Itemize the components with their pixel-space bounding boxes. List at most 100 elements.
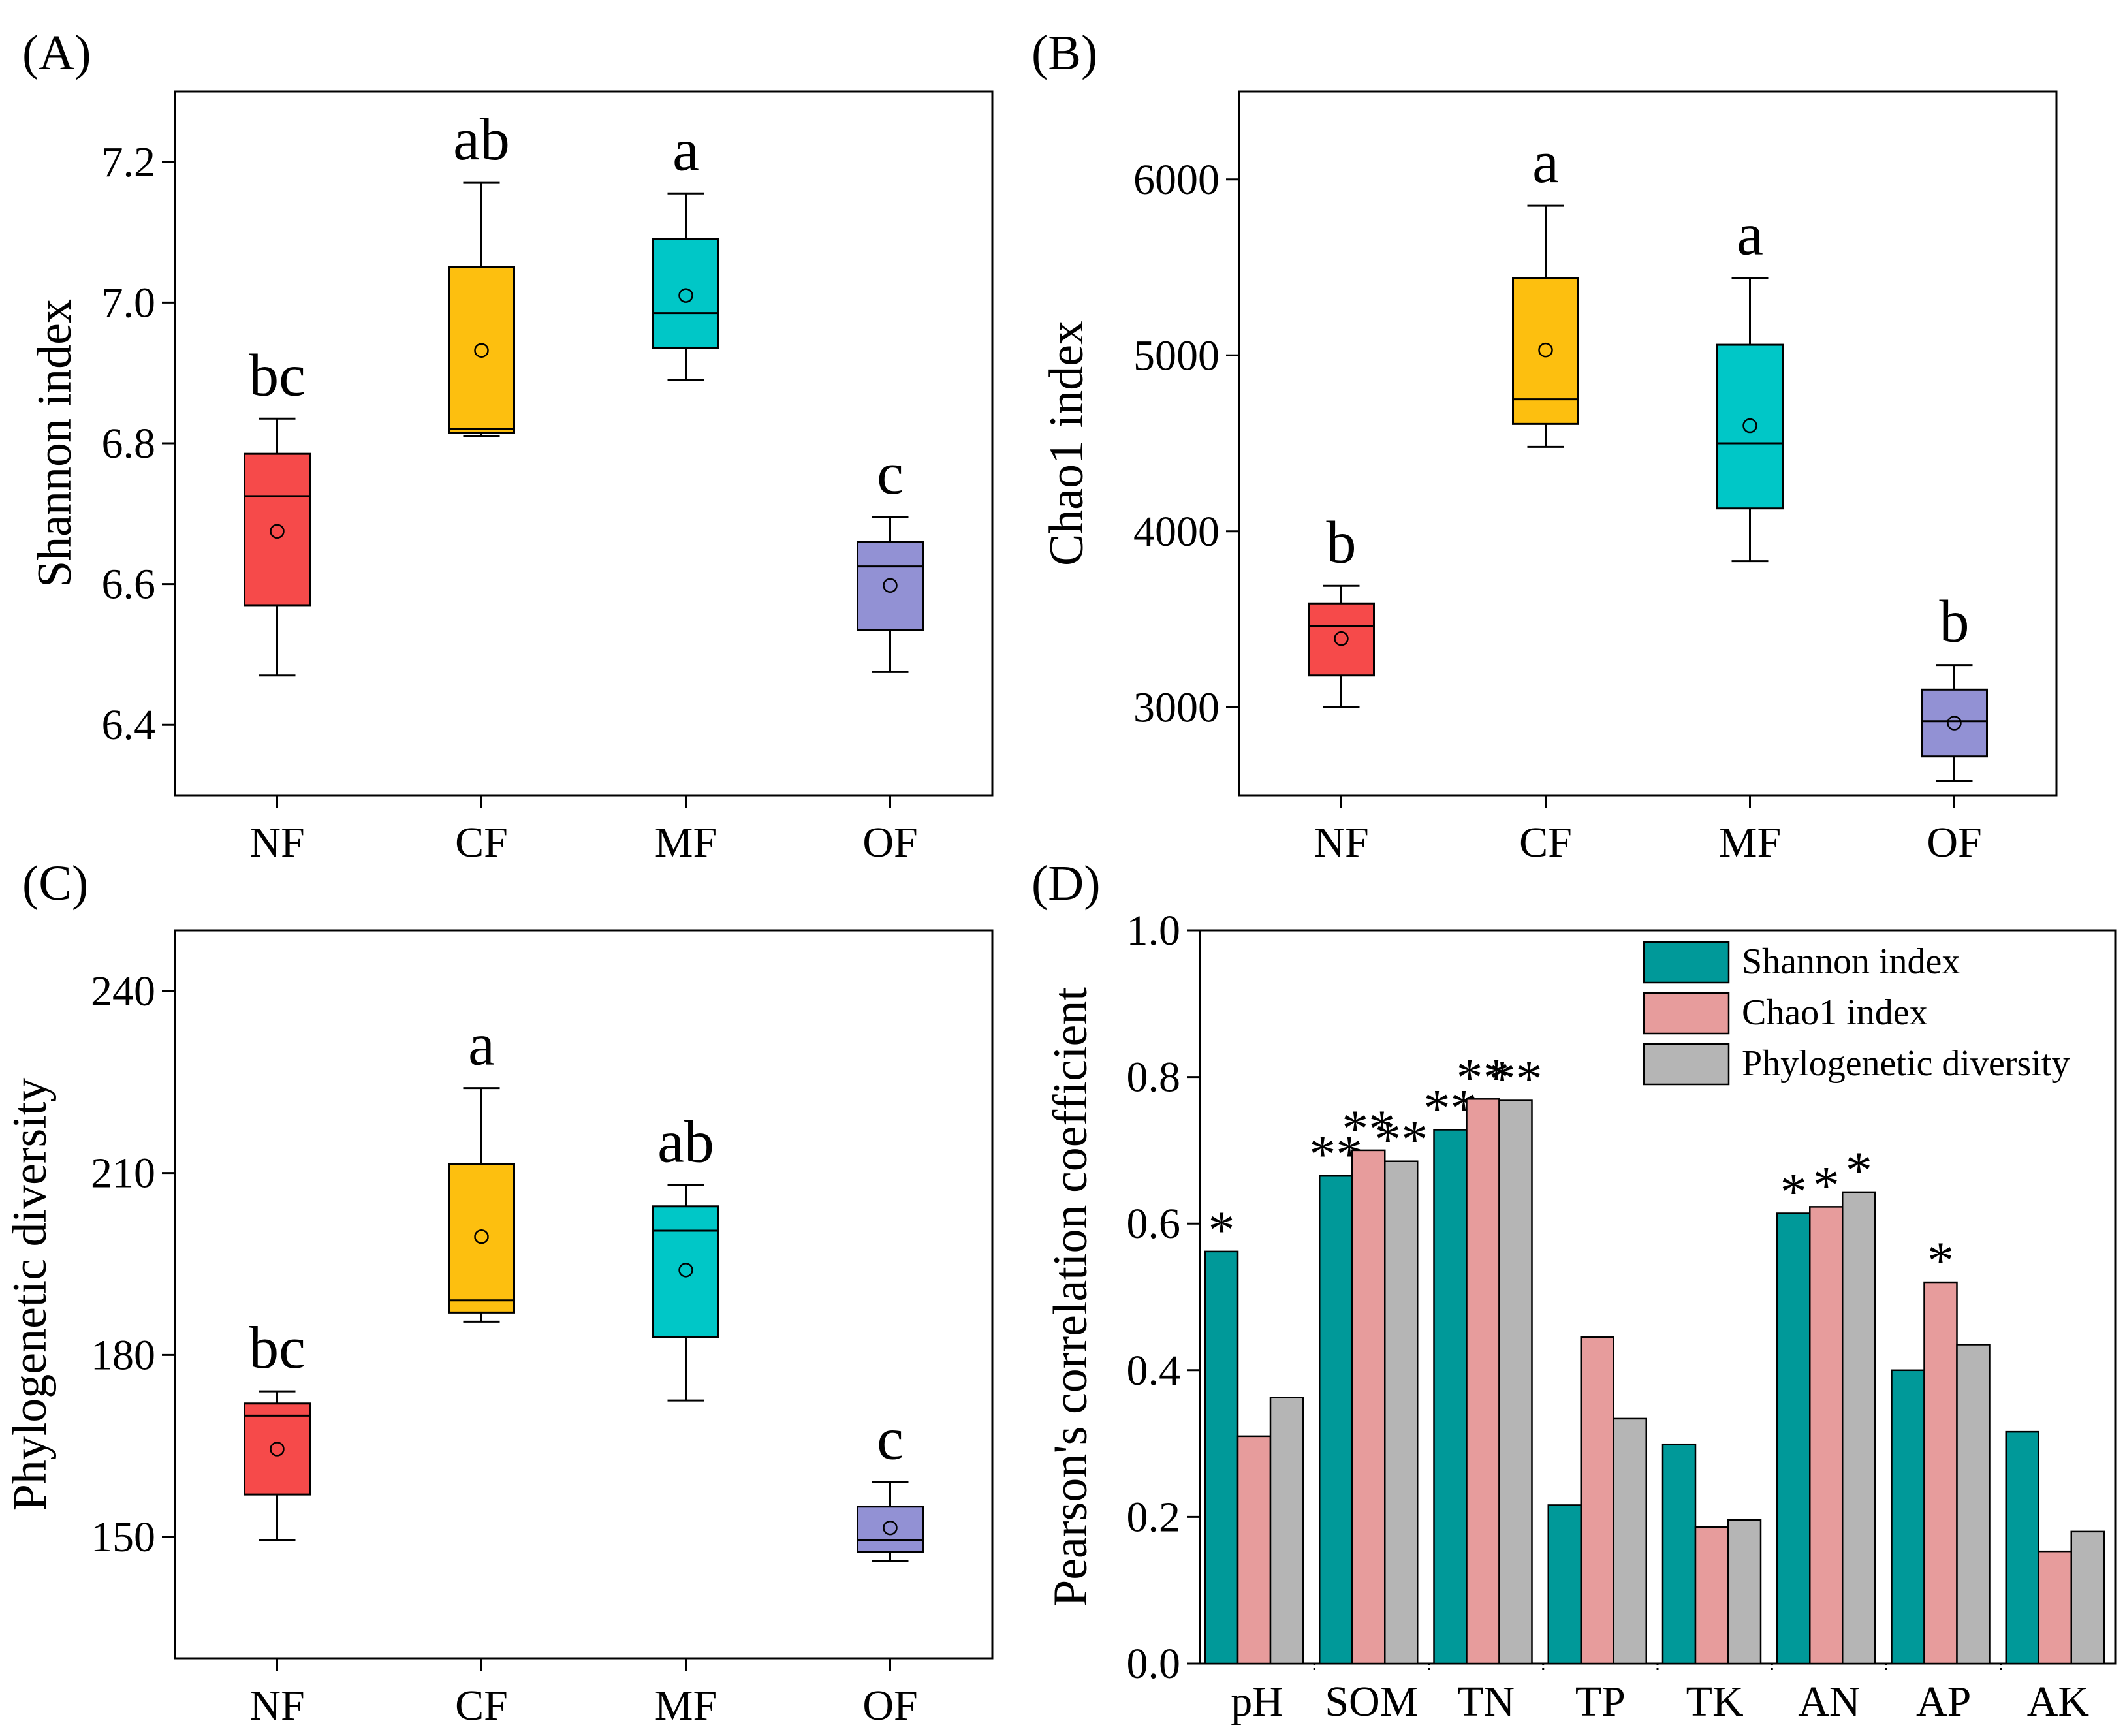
panel-d: (D) Pearson's correlation coefficient 0.0 0… xyxy=(1031,856,2117,1726)
d-bar-ap-series0 xyxy=(1891,1369,1925,1665)
d-x-tick-label: pH xyxy=(1231,1678,1283,1726)
c-box-mf xyxy=(652,1205,719,1338)
d-x-tick-label: AN xyxy=(1798,1678,1860,1726)
c-x-tick-label: CF xyxy=(455,1682,508,1729)
c-mean-marker xyxy=(883,1520,898,1536)
b-mean-marker xyxy=(1334,631,1349,646)
d-bar-tn-series2 xyxy=(1498,1099,1533,1665)
c-significance-letter: bc xyxy=(249,1314,306,1381)
c-x-tick-label: OF xyxy=(862,1682,917,1729)
d-bar-som-series2 xyxy=(1384,1160,1419,1665)
c-y-tick-label: 210 xyxy=(91,1150,155,1197)
d-significance-star: * xyxy=(1780,1161,1807,1221)
a-x-tick-label: MF xyxy=(655,819,717,866)
d-x-tick-label: AK xyxy=(2027,1678,2089,1726)
a-mean-marker xyxy=(474,343,489,358)
a-x-tick-label: CF xyxy=(455,819,508,866)
a-y-axis-label: Shannon index xyxy=(28,299,82,588)
d-bar-tp-series0 xyxy=(1547,1504,1582,1665)
b-mean-marker xyxy=(1947,716,1962,731)
b-box-mf xyxy=(1716,343,1784,510)
d-legend-swatch xyxy=(1643,992,1730,1035)
d-legend-label: Phylogenetic diversity xyxy=(1742,1043,2070,1084)
b-significance-letter: b xyxy=(1327,509,1357,575)
c-x-tick-label: MF xyxy=(655,1682,717,1729)
d-x-tick-label: TN xyxy=(1457,1678,1515,1726)
b-significance-letter: a xyxy=(1532,129,1559,195)
a-panel-label: (A) xyxy=(22,25,91,80)
b-box-of xyxy=(1921,688,1988,758)
b-y-tick-label: 6000 xyxy=(1133,156,1220,204)
a-significance-letter: c xyxy=(877,440,904,507)
c-box-nf xyxy=(244,1402,311,1496)
d-significance-star: * xyxy=(1208,1200,1235,1259)
b-panel-label: (B) xyxy=(1031,25,1097,80)
b-mean-marker xyxy=(1538,342,1553,358)
a-mean-marker xyxy=(270,524,285,539)
b-x-tick-label: NF xyxy=(1314,819,1368,866)
d-legend-label: Chao1 index xyxy=(1742,992,1928,1033)
d-bar-tn-series0 xyxy=(1433,1129,1468,1665)
d-bar-ap-series1 xyxy=(1923,1281,1958,1665)
a-significance-letter: bc xyxy=(249,341,306,408)
a-y-tick-label: 7.2 xyxy=(102,138,156,186)
d-bar-an-series1 xyxy=(1809,1206,1844,1665)
panel-a: (A) Shannon index 6.4 6.6 6.8 7.0 7.2 NF bc CF ab M… xyxy=(22,25,994,866)
c-box-cf xyxy=(448,1163,515,1314)
d-bar-som-series0 xyxy=(1319,1175,1353,1665)
d-legend-swatch xyxy=(1643,1043,1730,1086)
b-x-tick-label: OF xyxy=(1927,819,1981,866)
d-y-tick-label: 0.6 xyxy=(1127,1200,1181,1248)
a-x-tick-label: OF xyxy=(862,819,917,866)
d-bar-ak-series0 xyxy=(2005,1430,2039,1665)
b-mean-marker xyxy=(1742,418,1757,434)
d-y-tick-label: 0.8 xyxy=(1127,1054,1181,1101)
d-significance-star: ** xyxy=(1374,1110,1428,1169)
b-y-tick-label: 3000 xyxy=(1133,684,1220,731)
c-y-tick-label: 240 xyxy=(91,968,155,1015)
d-bar-ap-series2 xyxy=(1956,1344,1991,1665)
d-bar-tk-series1 xyxy=(1694,1526,1729,1665)
a-y-tick-label: 6.4 xyxy=(102,701,156,749)
a-y-tick-label: 6.6 xyxy=(102,561,156,608)
d-bar-an-series2 xyxy=(1842,1191,1876,1665)
d-y-tick-label: 0.0 xyxy=(1127,1640,1181,1688)
a-y-tick-label: 6.8 xyxy=(102,420,156,467)
a-mean-marker xyxy=(678,288,693,303)
c-significance-letter: a xyxy=(468,1011,495,1078)
d-bar-som-series1 xyxy=(1351,1149,1386,1665)
d-y-tick-label: 0.4 xyxy=(1127,1347,1181,1395)
d-panel-label: (D) xyxy=(1031,856,1101,911)
a-mean-marker xyxy=(883,578,898,593)
b-significance-letter: a xyxy=(1737,201,1763,268)
c-plot-frame xyxy=(174,929,994,1660)
panel-c: (C) Phylogenetic diversity 150 180 210 240 NF b… xyxy=(3,856,994,1729)
d-significance-star: ** xyxy=(1342,1099,1395,1158)
d-x-tick-label: TK xyxy=(1686,1678,1744,1726)
d-bar-ak-series2 xyxy=(2070,1530,2105,1665)
d-bar-an-series0 xyxy=(1776,1212,1811,1665)
d-bar-tk-series0 xyxy=(1661,1443,1697,1665)
b-y-tick-label: 4000 xyxy=(1133,508,1220,556)
d-y-axis-label: Pearson's correlation coefficient xyxy=(1044,987,1097,1607)
d-bar-tp-series2 xyxy=(1613,1417,1647,1665)
c-y-axis-label: Phylogenetic diversity xyxy=(3,1078,57,1511)
a-box-of xyxy=(857,541,924,631)
a-box-mf xyxy=(652,238,719,349)
b-significance-letter: b xyxy=(1940,588,1970,655)
c-mean-marker xyxy=(678,1263,693,1278)
d-legend-swatch xyxy=(1643,941,1730,984)
d-bar-tn-series1 xyxy=(1466,1098,1500,1665)
a-y-tick-label: 7.0 xyxy=(102,279,156,326)
c-y-tick-label: 150 xyxy=(91,1513,155,1561)
b-box-cf xyxy=(1512,277,1579,425)
panel-b: (B) Chao1 index 3000 4000 5000 6000 NF b CF a MF a O… xyxy=(1031,25,2058,866)
b-x-tick-label: CF xyxy=(1519,819,1572,866)
d-y-tick-label: 1.0 xyxy=(1127,907,1181,955)
a-significance-letter: a xyxy=(672,116,699,183)
b-y-axis-label: Chao1 index xyxy=(1040,321,1094,566)
d-x-tick-label: AP xyxy=(1916,1678,1971,1726)
d-legend-label: Shannon index xyxy=(1742,941,1960,982)
d-bar-tp-series1 xyxy=(1580,1336,1614,1665)
